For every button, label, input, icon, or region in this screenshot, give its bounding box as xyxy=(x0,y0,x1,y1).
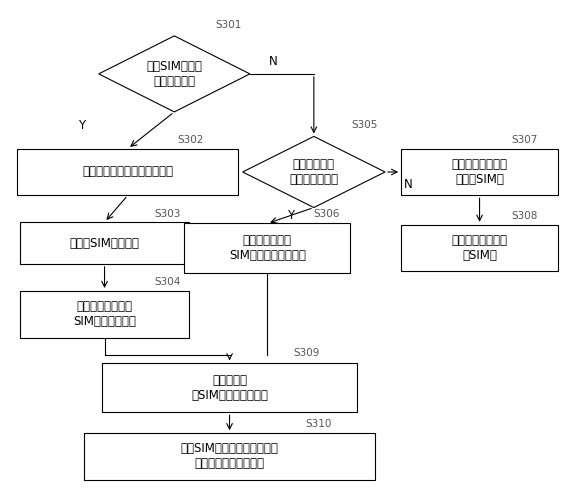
FancyBboxPatch shape xyxy=(17,149,238,195)
Text: 从云服务器下载
SIM卡上所需要的信息: 从云服务器下载 SIM卡上所需要的信息 xyxy=(229,234,306,262)
Text: Y: Y xyxy=(77,119,85,132)
Text: S303: S303 xyxy=(154,209,180,219)
Text: S308: S308 xyxy=(511,211,538,221)
FancyBboxPatch shape xyxy=(20,222,189,264)
Text: 设置云服务器登录账号及密码: 设置云服务器登录账号及密码 xyxy=(82,166,173,179)
Text: S307: S307 xyxy=(511,135,538,145)
Text: Y: Y xyxy=(287,209,294,222)
Text: N: N xyxy=(269,55,278,68)
Text: 输入正确口令、解
开SIM卡: 输入正确口令、解 开SIM卡 xyxy=(451,234,508,262)
Polygon shape xyxy=(99,36,250,112)
FancyBboxPatch shape xyxy=(84,433,375,480)
Polygon shape xyxy=(242,136,385,207)
Text: N: N xyxy=(404,178,413,191)
FancyBboxPatch shape xyxy=(20,291,189,337)
Text: S306: S306 xyxy=(314,209,340,219)
Text: S302: S302 xyxy=(177,135,204,145)
Text: 非法登录账号提示
并锁定SIM卡: 非法登录账号提示 并锁定SIM卡 xyxy=(451,158,508,186)
Text: 验证云服务器
登录账号及密码: 验证云服务器 登录账号及密码 xyxy=(289,158,338,186)
Text: 将该SIM卡上更新后的数据信
息同步上传到云服务器: 将该SIM卡上更新后的数据信 息同步上传到云服务器 xyxy=(181,442,278,470)
Text: S309: S309 xyxy=(294,348,320,358)
FancyBboxPatch shape xyxy=(401,225,558,271)
FancyBboxPatch shape xyxy=(184,224,350,272)
Text: 显示并更新
该SIM卡上的数据信息: 显示并更新 该SIM卡上的数据信息 xyxy=(191,374,268,402)
Text: S305: S305 xyxy=(352,121,378,130)
Text: 设置该SIM卡的权限: 设置该SIM卡的权限 xyxy=(70,237,140,249)
Text: S301: S301 xyxy=(215,20,241,30)
Text: S310: S310 xyxy=(305,420,332,430)
FancyBboxPatch shape xyxy=(401,149,558,195)
FancyBboxPatch shape xyxy=(102,363,357,412)
Text: 检测SIM卡是否
是第一次使用: 检测SIM卡是否 是第一次使用 xyxy=(146,60,203,88)
Text: 读取、上传并发送
SIM卡上信息数据: 读取、上传并发送 SIM卡上信息数据 xyxy=(73,300,136,328)
Text: S304: S304 xyxy=(154,277,180,287)
